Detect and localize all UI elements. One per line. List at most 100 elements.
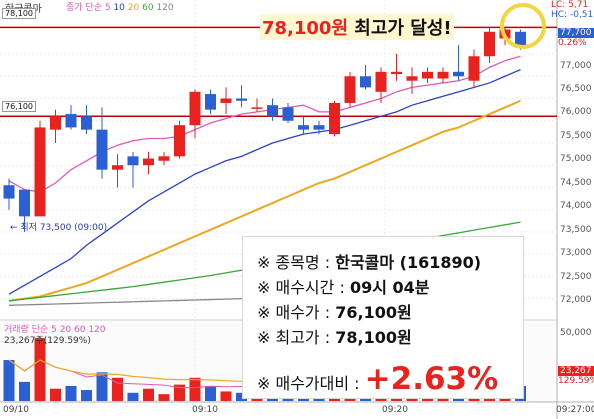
- candle-body: [174, 125, 185, 157]
- x-tick-label: 09:20: [382, 405, 408, 415]
- candle-body: [96, 129, 108, 170]
- candle-body: [127, 156, 139, 166]
- candle: [127, 151, 139, 188]
- candle: [96, 107, 108, 179]
- candle-body: [50, 116, 61, 130]
- volume-axis-label: 50,000: [560, 328, 592, 338]
- candle-body: [313, 125, 325, 130]
- candle: [375, 67, 387, 103]
- x-tick-label: 09/10: [3, 405, 29, 415]
- top-level-tag: 78,100: [2, 8, 36, 19]
- current-price-tag: 77,700: [558, 28, 594, 38]
- volume-title: 거래량 단순 5 20 60 120: [4, 325, 106, 335]
- legend-ma10: 10: [113, 3, 125, 13]
- candle-body: [236, 98, 247, 101]
- ma-legend: 종가 단순 5 10 20 60 120: [66, 0, 174, 13]
- candle: [344, 71, 356, 108]
- candle-body: [515, 31, 526, 46]
- candle-body: [298, 125, 309, 130]
- volume-right-value: 23,267: [558, 366, 594, 376]
- candle: [205, 89, 216, 115]
- candle: [360, 65, 371, 90]
- candle-body: [143, 158, 154, 166]
- ma-10-line: [8, 68, 521, 295]
- candle-body: [375, 71, 387, 92]
- y-tick-label: 76,500: [560, 84, 592, 94]
- candle: [437, 67, 449, 83]
- legend-ma60: 60: [142, 3, 154, 13]
- candle: [453, 45, 464, 81]
- volume-bar: [220, 391, 232, 401]
- volume-bar: [189, 377, 201, 401]
- legend-ma120: 120: [156, 3, 174, 13]
- candle-body: [453, 71, 464, 77]
- candle-body: [251, 107, 263, 109]
- candle: [34, 120, 46, 217]
- ma-5-line: [8, 55, 521, 193]
- candle: [313, 120, 325, 135]
- volume-bar: [158, 394, 170, 401]
- volume-bar: [96, 372, 108, 401]
- candle-body: [19, 189, 30, 217]
- volume-bar: [19, 381, 30, 401]
- candle: [143, 151, 154, 175]
- candle-body: [484, 31, 495, 57]
- y-tick-label: 76,000: [560, 107, 592, 117]
- lc-label: LC: 5,71: [551, 0, 589, 10]
- legend-ma20: 20: [127, 3, 140, 13]
- candle: [484, 27, 495, 63]
- candle-body: [282, 107, 294, 121]
- candle: [158, 151, 170, 166]
- candle: [81, 105, 92, 135]
- y-tick-label: 73,500: [560, 225, 592, 235]
- y-tick-label: 73,000: [560, 248, 592, 258]
- volume-bar: [127, 392, 139, 401]
- candle-body: [391, 71, 402, 75]
- volume-bar: [143, 388, 154, 401]
- candle: [391, 54, 402, 81]
- candle: [65, 105, 77, 130]
- volume-bar: [81, 390, 92, 401]
- candle-body: [158, 156, 170, 161]
- info-line-stock: ※ 종목명 : 한국콜마 (161890): [257, 253, 482, 272]
- ratio-value: +2.63%: [364, 361, 499, 397]
- candle-body: [329, 102, 340, 135]
- y-tick-label: 72,000: [560, 295, 592, 305]
- volume-bar: [174, 384, 185, 401]
- candle-body: [406, 76, 418, 81]
- candle-body: [468, 56, 480, 81]
- candle-body: [81, 116, 92, 130]
- candle-body: [220, 98, 232, 103]
- candle-body: [437, 71, 449, 79]
- trade-info-box: ※ 종목명 : 한국콜마 (161890) ※ 매수시간 : 09시 04분 ※…: [242, 236, 524, 399]
- candle-body: [65, 114, 77, 128]
- candle: [220, 87, 232, 115]
- candle-body: [422, 71, 433, 79]
- candle-body: [189, 91, 201, 126]
- candle-body: [344, 76, 356, 103]
- info-line-max-price: ※ 최고가 : 78,100원: [257, 328, 412, 347]
- ma-20-line: [8, 99, 521, 302]
- candle-body: [360, 76, 371, 88]
- y-tick-label: 77,000: [560, 61, 592, 71]
- candle: [267, 98, 278, 121]
- info-line-time: ※ 매수시간 : 09시 04분: [257, 278, 430, 297]
- candle: [406, 67, 418, 95]
- info-line-buy-price: ※ 매수가 : 76,100원: [257, 303, 412, 322]
- max-price-text: 최고가 달성!: [348, 18, 452, 39]
- lower-level-tag: 76,100: [2, 101, 36, 112]
- volume-current: 23,267주(129.59%): [4, 336, 91, 346]
- volume-bar: [65, 385, 77, 401]
- max-price-highlight-circle: [500, 3, 546, 49]
- volume-bar: [236, 392, 247, 401]
- y-tick-label: 75,500: [560, 131, 592, 141]
- candle-body: [267, 105, 278, 117]
- candle: [3, 178, 15, 210]
- volume-bar: [50, 388, 61, 401]
- candle: [174, 120, 185, 159]
- candle: [298, 116, 309, 135]
- y-tick-label: 72,500: [560, 272, 592, 282]
- x-tick-label: 09:27:00: [556, 405, 594, 415]
- candle: [282, 102, 294, 123]
